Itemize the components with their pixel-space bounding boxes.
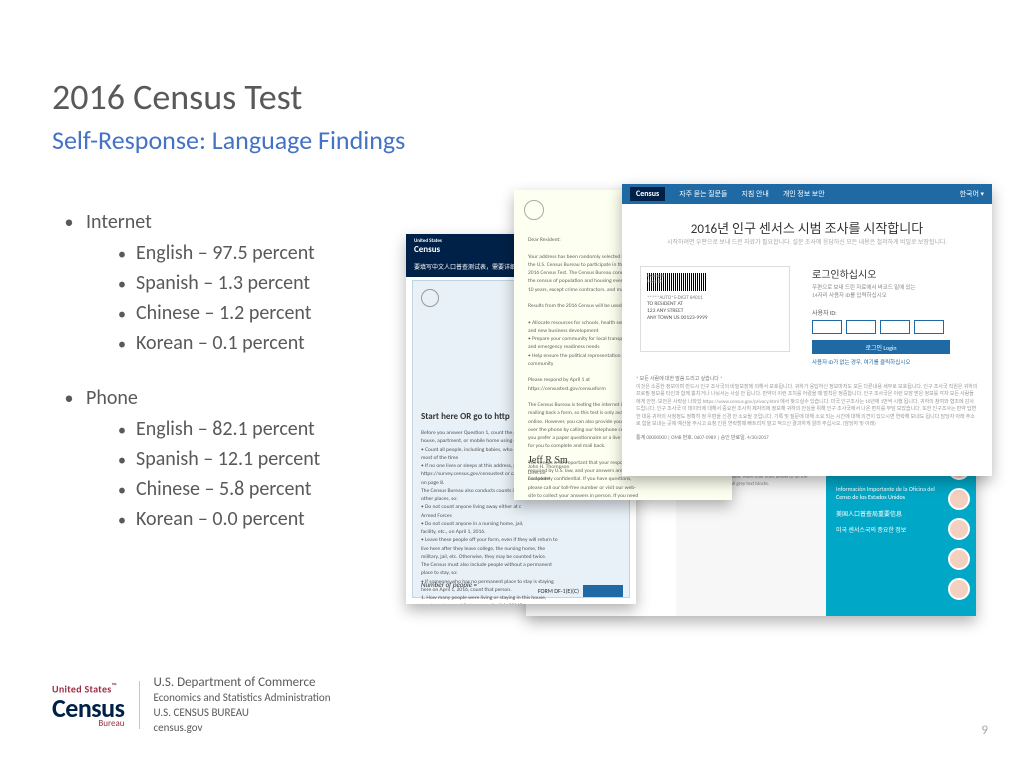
nav-item: 지침 안내 [741, 189, 768, 199]
userid-input-segment [812, 320, 842, 334]
bullet-item: Spanish – 12.1 percent [136, 444, 320, 474]
bullet-icon: • [108, 243, 136, 267]
dept-line: U.S. CENSUS BUREAU [154, 706, 331, 721]
bullet-item: Chinese – 1.2 percent [136, 298, 311, 328]
web-headline: 2016년 인구 센서스 시범 조사를 시작합니다 [622, 218, 992, 237]
login-button: 로그인 Login [812, 340, 950, 354]
brochure-head: Información Importante de la Oficina del… [836, 485, 936, 502]
example-card: Example User ID *****AUTO*5-DIGIT 84011 … [640, 266, 790, 352]
footer: United States™ Census Bureau U.S. Depart… [52, 674, 330, 736]
example-label: Example User ID [647, 273, 664, 285]
brochure-head: 미국 센서스국의 중요한 정보 [836, 526, 936, 534]
avatar-icon [948, 548, 970, 570]
userid-input-segment [914, 320, 944, 334]
userid-input-segment [846, 320, 876, 334]
bullet-icon: • [108, 509, 136, 533]
bullet-icon: • [108, 479, 136, 503]
login-help-link: 사용자 ID가 없는 경우, 여기를 클릭하십시오 [812, 358, 974, 366]
divider [139, 681, 140, 729]
login-text: 우편으로 보내 드린 자료에서 바코드 밑에 있는 14자리 사용자 ID를 입… [812, 285, 974, 300]
census-logo: United States™ Census Bureau [52, 682, 125, 727]
omb-line: 통계 00000000 | OMB 번호. 0607-0989 | 승인 만료일… [636, 435, 978, 443]
bullet-item: Chinese – 5.8 percent [136, 474, 311, 504]
bullet-label: Internet [86, 210, 152, 234]
slide: 2016 Census Test Self-Response: Language… [0, 0, 1024, 768]
userid-input-segment [880, 320, 910, 334]
page-number: 9 [981, 723, 988, 738]
bullet-item: Korean – 0.0 percent [136, 504, 305, 534]
dept-line: U.S. Department of Commerce [154, 674, 331, 692]
avatar-icon [948, 488, 970, 510]
avatar-icon [948, 518, 970, 540]
web-subhead: 시작하려면 우편으로 보내 드린 자료가 필요합니다. 설문 조사에 응답하신 … [642, 238, 972, 246]
fine-print: * 모든 사람에 대한 말씀 드리고 싶습니다 * 이것은 소중한 정보이며 반… [636, 376, 978, 442]
form-start-label: Start here OR go to http [421, 411, 510, 422]
bullet-icon: • [108, 449, 136, 473]
bullet-item: English – 97.5 percent [136, 238, 315, 268]
bullet-item: English – 82.1 percent [136, 414, 315, 444]
bullet-icon: • [108, 273, 136, 297]
nav-item: 자주 묻는 질문들 [679, 189, 727, 199]
form-number-label: Number of people = [421, 580, 477, 589]
slide-title: 2016 Census Test [52, 78, 972, 118]
census-logo-small: Census [630, 187, 665, 201]
letter-signer: John H. Thompson Director Enclosure [528, 464, 569, 482]
bullet-item: Korean – 0.1 percent [136, 328, 305, 358]
department-block: U.S. Department of Commerce Economics an… [154, 674, 331, 736]
logo-tm: ™ [112, 681, 117, 690]
bullet-icon: • [108, 333, 136, 357]
dept-line: census.gov [154, 721, 331, 736]
fine-print-body: 이것은 소중한 정보이며 반드시 인구 조사국의 비밀보장에 의해서 보호됩니다… [636, 384, 978, 429]
bullet-label: Phone [86, 386, 138, 410]
dept-line: Economics and Statistics Administration [154, 691, 331, 706]
census-logo-small: United StatesCensus [414, 239, 442, 255]
example-address: TO RESIDENT AT 123 ANY STREET ANY TOWN U… [647, 301, 783, 322]
fine-print-head: * 모든 사람에 대한 말씀 드리고 싶습니다 * [636, 376, 978, 384]
seal-icon [421, 289, 439, 307]
bullet-icon: • [52, 387, 86, 409]
login-header: 로그인하십시오 [812, 266, 974, 281]
bullet-icon: • [108, 303, 136, 327]
slide-subtitle: Self-Response: Language Findings [52, 124, 972, 156]
web-screenshot-image: Census 자주 묻는 질문들 지침 안내 개인 정보 보안 한국어 ▾ 20… [622, 184, 992, 476]
login-panel: 로그인하십시오 우편으로 보내 드린 자료에서 바코드 밑에 있는 14자리 사… [812, 266, 974, 366]
logo-census: Census [52, 695, 125, 721]
brochure-head: 美国人口普查局重要信息 [836, 510, 936, 518]
bullet-item: Spanish – 1.3 percent [136, 268, 310, 298]
form-code: FORM DF-1(E)(C) [538, 587, 579, 595]
document-collage: Lorem ipsum dolor sit amet, consectetur … [406, 190, 996, 630]
seal-icon [524, 200, 544, 220]
bullet-icon: • [108, 419, 136, 443]
avatar-icon [948, 578, 970, 600]
nav-item: 개인 정보 보안 [783, 189, 825, 199]
form-blue-box [583, 585, 623, 597]
lang-selector: 한국어 ▾ [960, 189, 984, 199]
bullet-icon: • [52, 211, 86, 233]
userid-label: 사용자 ID: [812, 308, 974, 317]
logo-bureau: Bureau [98, 719, 124, 728]
